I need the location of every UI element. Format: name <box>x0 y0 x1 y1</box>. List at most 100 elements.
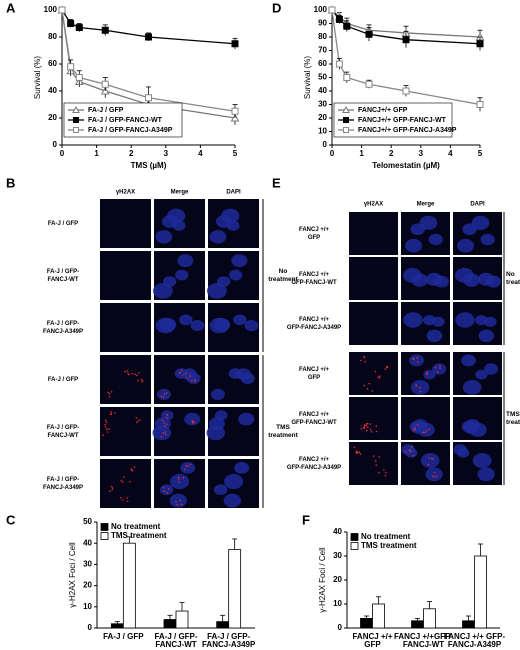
foci <box>160 395 163 398</box>
foci <box>374 370 377 373</box>
foci <box>108 393 111 395</box>
foci <box>184 468 186 471</box>
foci <box>377 376 379 379</box>
foci <box>191 419 193 422</box>
foci <box>104 423 106 426</box>
nucleus <box>461 354 476 367</box>
foci <box>424 431 426 434</box>
bar <box>360 618 373 629</box>
nucleus <box>420 453 440 468</box>
foci <box>193 421 196 424</box>
nucleus <box>483 316 497 327</box>
foci <box>138 372 140 374</box>
legend-swatch <box>350 542 359 550</box>
foci <box>427 463 430 466</box>
foci <box>163 486 165 489</box>
foci <box>167 488 170 490</box>
foci <box>121 481 124 483</box>
y-axis-label: γ-H2AX Foci / Cell <box>68 542 77 608</box>
y-tick-label: 80 <box>48 32 57 41</box>
foci <box>134 373 136 376</box>
foci <box>135 417 138 419</box>
legend-label: FANCJ+/+ GFP-FANCJ-WT <box>358 117 447 124</box>
nucleus <box>214 484 228 496</box>
foci <box>164 433 167 436</box>
y-tick-label: 60 <box>318 59 327 68</box>
foci <box>412 429 415 431</box>
nucleus <box>221 208 240 224</box>
foci <box>163 422 165 424</box>
row-label: GFP-FANCJ-WT <box>291 280 337 286</box>
foci <box>136 421 138 424</box>
foci <box>164 431 167 433</box>
foci <box>431 475 434 477</box>
legend-label: No treatment <box>361 532 411 541</box>
nucleus <box>169 493 187 508</box>
nucleus <box>206 282 227 299</box>
foci <box>111 487 114 489</box>
row-label: FANCJ +/+ <box>299 317 330 323</box>
foci <box>364 360 366 363</box>
x-tick-label: 5 <box>478 149 483 158</box>
x-tick-label: FANCJ +/+ <box>352 632 392 641</box>
foci <box>369 428 372 431</box>
marker <box>101 26 109 34</box>
foci <box>119 496 122 499</box>
micrograph <box>100 459 151 508</box>
nucleus <box>478 329 495 343</box>
y-tick-label: 20 <box>318 113 327 122</box>
foci <box>428 457 430 459</box>
foci <box>108 428 110 430</box>
foci <box>182 476 185 479</box>
nucleus <box>208 417 225 431</box>
nucleus <box>477 272 495 286</box>
nucleus <box>224 473 244 490</box>
foci <box>130 468 133 471</box>
y-tick-label: 40 <box>83 538 92 547</box>
nucleus <box>403 267 422 283</box>
nucleus <box>461 421 476 433</box>
marker <box>58 6 66 14</box>
nucleus <box>409 421 424 433</box>
foci <box>175 500 177 503</box>
nucleus <box>160 484 174 496</box>
foci <box>126 500 129 503</box>
bar <box>110 623 124 629</box>
series-line <box>61 9 236 112</box>
x-tick-label: GFP <box>364 640 381 649</box>
foci <box>383 469 385 471</box>
marker <box>476 40 484 48</box>
nucleus <box>233 314 247 326</box>
foci <box>140 378 143 381</box>
bar <box>122 542 136 629</box>
nucleus <box>453 444 468 455</box>
nucleus <box>472 453 492 468</box>
marker <box>365 80 373 88</box>
y-tick-label: 10 <box>333 599 342 608</box>
marker <box>101 80 109 88</box>
nucleus <box>477 467 495 482</box>
nucleus <box>405 238 423 253</box>
x-tick-label: FA-J / GFP- <box>154 632 197 641</box>
foci <box>126 370 128 372</box>
foci <box>137 379 139 382</box>
marker <box>75 74 83 81</box>
foci <box>408 449 411 451</box>
foci <box>104 419 107 422</box>
x-tick-label: FANCJ-A349P <box>448 640 502 649</box>
foci <box>163 393 166 396</box>
foci <box>404 450 406 453</box>
foci <box>363 427 366 429</box>
bar <box>228 549 242 629</box>
foci <box>374 460 377 462</box>
nucleus <box>428 233 443 246</box>
y-tick-label: 60 <box>48 59 57 68</box>
marker <box>67 63 75 71</box>
foci <box>378 471 380 474</box>
nucleus <box>432 363 447 375</box>
y-tick-label: 10 <box>318 127 327 136</box>
foci <box>189 375 192 377</box>
y-tick-label: 20 <box>83 581 92 590</box>
foci <box>187 465 189 467</box>
foci <box>162 431 165 434</box>
